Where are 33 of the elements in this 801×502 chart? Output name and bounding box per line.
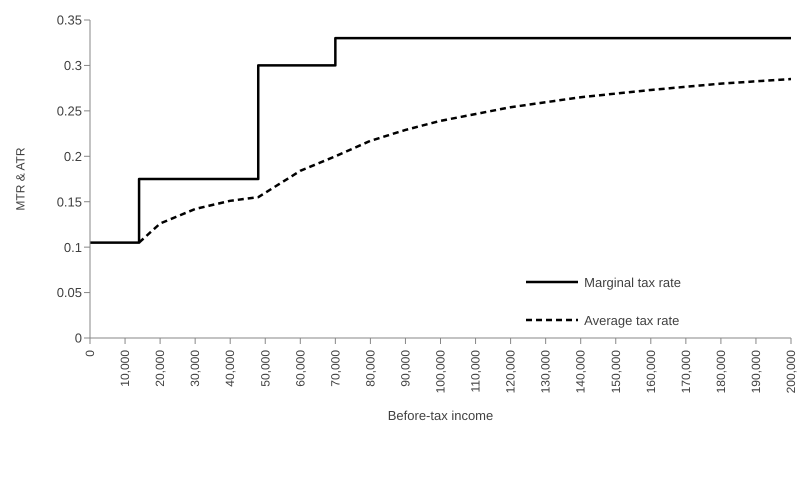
x-tick-label: 160,000 xyxy=(644,350,658,394)
x-tick-label: 20,000 xyxy=(153,350,168,387)
x-tick-label: 190,000 xyxy=(748,350,763,394)
x-tick-label: 70,000 xyxy=(328,350,342,387)
y-axis-title: MTR & ATR xyxy=(13,147,28,211)
y-tick-label: 0.1 xyxy=(64,240,82,255)
x-tick-label: 80,000 xyxy=(363,350,378,387)
x-tick-label: 40,000 xyxy=(223,350,238,387)
y-tick-label: 0.15 xyxy=(56,194,82,210)
y-tick-label: 0.05 xyxy=(56,285,82,300)
x-tick-label: 10,000 xyxy=(118,350,132,387)
x-tick-label: 130,000 xyxy=(538,350,553,394)
x-tick-label: 170,000 xyxy=(678,350,693,394)
x-tick-label: 60,000 xyxy=(293,350,308,387)
y-tick-label: 0.35 xyxy=(56,12,82,28)
x-tick-label: 110,000 xyxy=(468,350,483,392)
x-tick-label: 30,000 xyxy=(188,350,202,387)
x-tick-label: 50,000 xyxy=(258,350,272,387)
y-tick-label: 0 xyxy=(74,330,82,346)
y-tick-label: 0.2 xyxy=(64,148,82,164)
x-tick-label: 120,000 xyxy=(504,350,518,394)
legend-label: Marginal tax rate xyxy=(584,274,681,290)
x-tick-label: 100,000 xyxy=(434,350,448,394)
x-axis-title: Before-tax income xyxy=(388,408,494,423)
x-tick-label: 180,000 xyxy=(714,350,728,394)
y-tick-label: 0.3 xyxy=(64,58,82,74)
y-tick-label: 0.25 xyxy=(56,103,82,118)
x-tick-label: 200,000 xyxy=(784,350,798,394)
x-tick-label: 140,000 xyxy=(574,350,588,394)
x-tick-label: 90,000 xyxy=(398,350,412,387)
x-tick-label: 0 xyxy=(83,350,97,357)
x-tick-label: 150,000 xyxy=(608,350,623,394)
legend-label: Average tax rate xyxy=(584,312,680,328)
